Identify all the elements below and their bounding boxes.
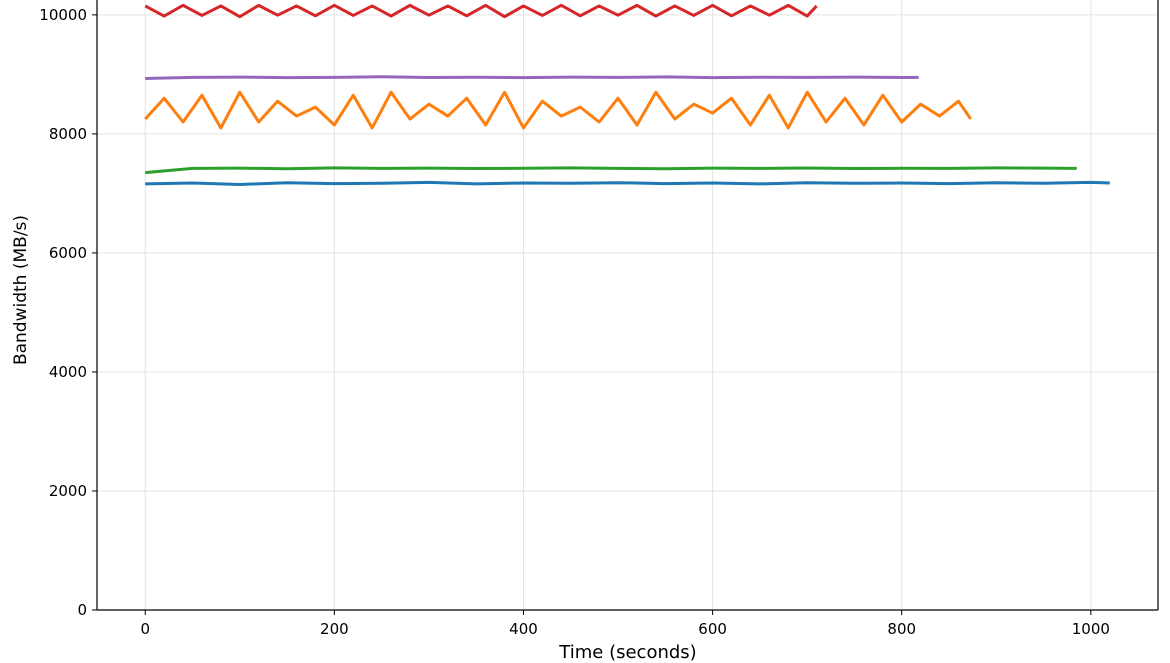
y-tick-label: 10000 <box>39 6 87 24</box>
data-line <box>145 166 1077 175</box>
x-tick-label: 0 <box>140 620 150 638</box>
y-tick-label: 2000 <box>49 482 87 500</box>
y-tick-label: 6000 <box>49 244 87 262</box>
x-axis-label: Time (seconds) <box>558 642 696 663</box>
data-line <box>145 180 1110 186</box>
x-tick-label: 400 <box>509 620 538 638</box>
x-tick-label: 200 <box>320 620 349 638</box>
data-line <box>144 90 972 130</box>
x-tick-label: 600 <box>698 620 727 638</box>
data-line <box>145 75 919 81</box>
y-tick-label: 0 <box>77 601 87 619</box>
y-axis-label: Bandwidth (MB/s) <box>11 215 31 365</box>
y-tick-label: 8000 <box>49 125 87 143</box>
x-tick-label: 1000 <box>1072 620 1110 638</box>
x-tick-label: 800 <box>887 620 916 638</box>
plot-area <box>144 3 1110 186</box>
y-tick-label: 4000 <box>49 363 87 381</box>
data-line <box>144 3 818 19</box>
